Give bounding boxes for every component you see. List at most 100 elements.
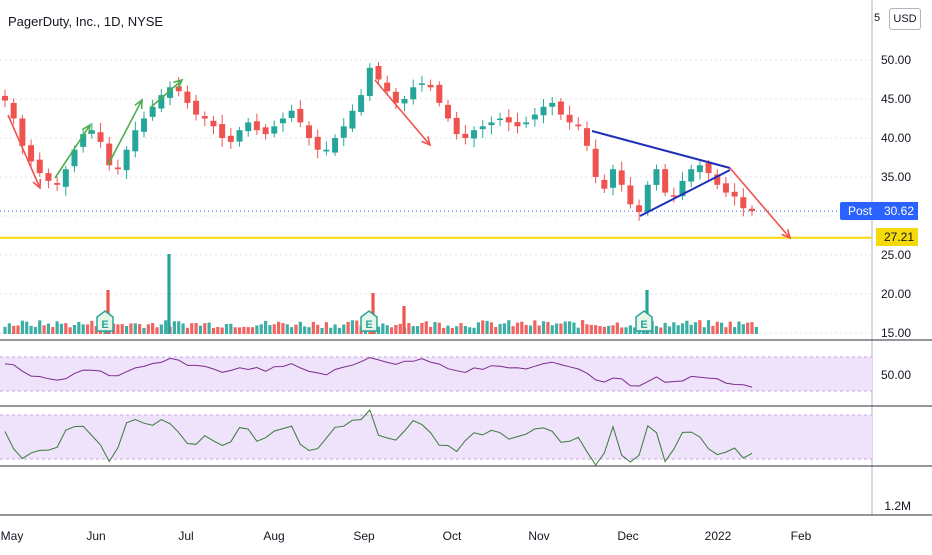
candle-body[interactable] (670, 195, 677, 197)
candle-body[interactable] (427, 84, 434, 88)
triangle-upper-trendline[interactable] (591, 130, 731, 169)
candle-body[interactable] (80, 134, 87, 147)
earnings-marker-icon[interactable] (635, 310, 653, 332)
candle-body[interactable] (410, 87, 417, 100)
candle-body[interactable] (583, 128, 590, 146)
candle-body[interactable] (184, 91, 191, 103)
candle-body[interactable] (636, 205, 643, 213)
down-arrow-sep[interactable] (374, 79, 431, 146)
candle-body[interactable] (358, 95, 365, 113)
candle-body[interactable] (201, 116, 208, 119)
candle-body[interactable] (227, 135, 234, 142)
candle-body[interactable] (471, 130, 478, 139)
candle-body[interactable] (253, 121, 260, 131)
candle-body[interactable] (88, 130, 95, 134)
candle-body[interactable] (62, 169, 69, 187)
candle-body[interactable] (705, 163, 712, 174)
candle-body[interactable] (575, 124, 582, 127)
candle-body[interactable] (54, 183, 61, 185)
candle-body[interactable] (123, 149, 130, 171)
candle-body[interactable] (523, 122, 530, 125)
candle-body[interactable] (210, 120, 217, 127)
candle-body[interactable] (140, 118, 147, 132)
currency-button[interactable]: USD (889, 8, 921, 30)
candle-body[interactable] (236, 130, 243, 142)
candle-body[interactable] (714, 174, 721, 185)
earnings-marker-icon[interactable] (96, 310, 114, 332)
candle-body[interactable] (653, 169, 660, 185)
candle-body[interactable] (114, 167, 121, 170)
candle-body[interactable] (375, 65, 382, 80)
candle-body[interactable] (340, 126, 347, 138)
candle-body[interactable] (549, 102, 556, 107)
up-arrow-jun[interactable] (107, 99, 143, 166)
candle-body[interactable] (28, 145, 35, 162)
candle-body[interactable] (97, 132, 104, 142)
candle-body[interactable] (71, 149, 78, 167)
candle-body[interactable] (306, 125, 313, 138)
candle-body[interactable] (158, 95, 165, 109)
candle-body[interactable] (288, 110, 295, 118)
projected-down-arrow[interactable] (729, 167, 791, 239)
candle-body[interactable] (262, 127, 269, 135)
candle-body[interactable] (497, 118, 504, 121)
candle-body[interactable] (479, 126, 486, 130)
candle-body[interactable] (557, 101, 564, 115)
candle-body[interactable] (314, 136, 321, 150)
candle-body[interactable] (436, 84, 443, 103)
candle-body[interactable] (106, 143, 113, 166)
candle-body[interactable] (696, 165, 703, 173)
candle-body[interactable] (45, 173, 52, 181)
candle-body[interactable] (366, 67, 373, 97)
up-arrow-may[interactable] (54, 124, 91, 179)
candle-body[interactable] (384, 82, 391, 92)
earnings-marker-icon[interactable] (360, 310, 378, 332)
candle-body[interactable] (349, 110, 356, 129)
candle-body[interactable] (19, 118, 26, 146)
candle-body[interactable] (418, 83, 425, 85)
candle-body[interactable] (444, 104, 451, 119)
candle-body[interactable] (462, 133, 469, 138)
candle-body[interactable] (731, 191, 738, 197)
candle-body[interactable] (749, 208, 755, 212)
up-arrow-jun-late[interactable] (149, 79, 183, 109)
candle-body[interactable] (514, 122, 521, 127)
candle-body[interactable] (279, 118, 286, 124)
candle-body[interactable] (149, 106, 156, 117)
candle-body[interactable] (740, 197, 747, 209)
candle-body[interactable] (245, 122, 252, 132)
candle-body[interactable] (722, 183, 729, 193)
down-arrow-may[interactable] (7, 114, 41, 189)
candle-body[interactable] (488, 122, 495, 126)
candle-body[interactable] (193, 100, 200, 115)
candle-body[interactable] (644, 184, 651, 212)
candle-body[interactable] (332, 138, 339, 153)
candle-body[interactable] (610, 169, 617, 188)
candle-body[interactable] (627, 185, 634, 205)
candle-body[interactable] (132, 130, 139, 152)
candle-body[interactable] (36, 159, 43, 174)
candle-body[interactable] (540, 106, 547, 116)
candle-body[interactable] (392, 91, 399, 103)
triangle-lower-trendline[interactable] (639, 169, 731, 217)
candle-body[interactable] (453, 117, 460, 135)
candle-body[interactable] (688, 169, 695, 182)
candle-body[interactable] (531, 114, 538, 120)
candle-body[interactable] (2, 95, 8, 101)
candle-body[interactable] (323, 149, 330, 152)
candle-body[interactable] (618, 170, 625, 185)
candle-body[interactable] (167, 87, 174, 98)
candle-body[interactable] (662, 169, 669, 193)
candle-body[interactable] (271, 126, 278, 134)
candle-body[interactable] (679, 180, 686, 197)
candle-body[interactable] (566, 114, 573, 123)
candle-body[interactable] (505, 117, 512, 123)
candle-body[interactable] (175, 86, 182, 92)
candle-body[interactable] (592, 148, 599, 177)
candle-body[interactable] (219, 124, 226, 138)
candle-body[interactable] (401, 99, 408, 104)
candle-body[interactable] (10, 102, 17, 119)
candle-body[interactable] (297, 108, 304, 123)
